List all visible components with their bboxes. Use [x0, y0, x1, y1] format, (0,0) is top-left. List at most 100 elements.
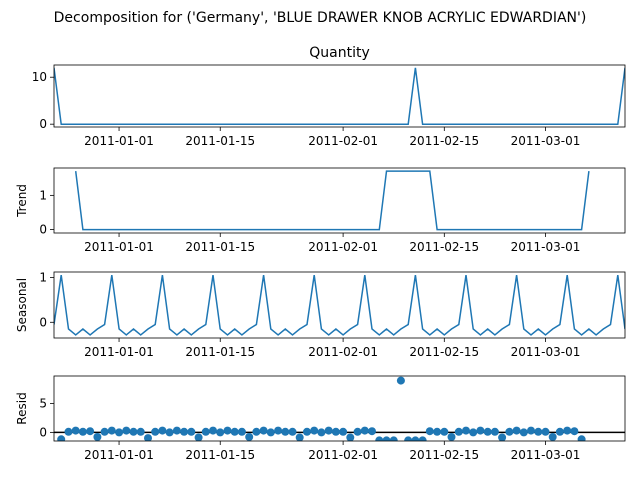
panel-3: Seasonal 0 1 2011-01-01 2011-01-15 2011-02-01… [15, 270, 626, 359]
x-tick-label: 2011-03-01 [511, 134, 581, 148]
x-tick-label: 2011-01-01 [84, 345, 154, 359]
x-tick-label: 2011-02-01 [308, 448, 378, 462]
resid-point [570, 427, 579, 436]
resid-point [418, 436, 427, 441]
y-tick-label: 1 [39, 188, 47, 202]
resid-point [527, 426, 535, 435]
resid-point [555, 427, 564, 436]
panel-content [74, 170, 590, 231]
x-tick-label: 2011-01-15 [185, 448, 255, 462]
resid-point [194, 433, 203, 441]
resid-point [180, 427, 189, 436]
resid-point [490, 427, 499, 436]
panel-content [54, 274, 625, 336]
x-tick-label: 2011-01-15 [185, 345, 255, 359]
resid-point [512, 426, 521, 435]
x-tick-label: 2011-02-15 [409, 448, 479, 462]
panel-content [54, 376, 625, 441]
resid-point [563, 426, 572, 435]
resid-point [339, 427, 348, 436]
resid-point [252, 427, 261, 436]
resid-point [505, 427, 514, 436]
x-tick-label: 2011-01-01 [84, 448, 154, 462]
resid-point [519, 428, 528, 437]
resid-point [454, 427, 463, 436]
resid-point [144, 434, 152, 441]
resid-point [71, 426, 80, 435]
series-line [54, 67, 625, 125]
x-tick-label: 2011-01-15 [185, 134, 255, 148]
resid-point [483, 427, 492, 436]
x-tick-label: 2011-02-01 [308, 240, 378, 254]
resid-point [440, 427, 449, 436]
resid-point [346, 433, 355, 441]
resid-point [115, 428, 124, 437]
y-axis-label: Seasonal [15, 278, 29, 332]
resid-point [223, 426, 232, 435]
resid-point [396, 376, 405, 385]
resid-point [245, 433, 254, 441]
resid-point [230, 427, 239, 436]
resid-point [433, 427, 442, 436]
y-tick-label: 0 [39, 117, 47, 131]
resid-point [389, 436, 398, 441]
panel-4: Resid 0 5 2011-01-01 2011-01-15 2011-02-01 201… [15, 375, 626, 462]
panel-1: Quantity 0 10 2011-01-01 2011-01-15 2011-02-0… [32, 45, 626, 148]
panel-frame [53, 271, 626, 339]
panel-content [54, 67, 625, 125]
resid-point [317, 428, 326, 437]
panel-frame [53, 375, 626, 442]
y-tick-label: 0 [39, 425, 47, 439]
resid-point [259, 426, 268, 435]
resid-point [274, 426, 283, 435]
y-tick-label: 0 [39, 223, 47, 237]
resid-point [375, 436, 384, 441]
y-axis-label: Resid [15, 392, 29, 424]
resid-point [577, 435, 586, 441]
resid-point [281, 427, 290, 436]
y-tick-label: 0 [39, 315, 47, 329]
resid-point [78, 427, 87, 436]
resid-point [57, 435, 66, 441]
resid-point [353, 427, 362, 436]
resid-point [107, 426, 116, 435]
x-tick-label: 2011-02-15 [409, 240, 479, 254]
resid-point [129, 427, 138, 436]
y-tick-label: 10 [32, 70, 47, 84]
resid-point [310, 426, 319, 435]
x-tick-label: 2011-03-01 [511, 240, 581, 254]
resid-point [165, 428, 174, 437]
resid-point [360, 426, 369, 435]
x-tick-label: 2011-03-01 [511, 448, 581, 462]
resid-point [425, 427, 434, 436]
panel-2: Trend 0 1 2011-01-01 2011-01-15 2011-02-01 201… [15, 167, 626, 254]
x-tick-label: 2011-01-01 [84, 240, 154, 254]
y-tick-label: 1 [39, 270, 47, 284]
resid-point [86, 427, 95, 436]
x-tick-label: 2011-01-15 [185, 240, 255, 254]
resid-point [382, 436, 391, 441]
resid-point [288, 427, 297, 436]
resid-point [209, 426, 217, 435]
resid-point [324, 426, 333, 435]
resid-point [534, 427, 543, 436]
resid-point [136, 427, 145, 436]
series-line [74, 170, 590, 231]
resid-point [216, 428, 225, 437]
y-axis-label: Trend [15, 184, 29, 218]
resid-point [64, 427, 73, 436]
x-tick-label: 2011-02-15 [409, 134, 479, 148]
resid-point [331, 427, 340, 436]
panel-frame [53, 64, 626, 128]
x-tick-label: 2011-02-01 [308, 345, 378, 359]
resid-point [151, 427, 160, 436]
resid-point [548, 433, 557, 441]
x-tick-label: 2011-03-01 [511, 345, 581, 359]
resid-point [158, 426, 167, 435]
resid-point [237, 427, 246, 436]
resid-point [541, 427, 550, 436]
resid-point [122, 426, 131, 435]
resid-point [469, 428, 478, 437]
